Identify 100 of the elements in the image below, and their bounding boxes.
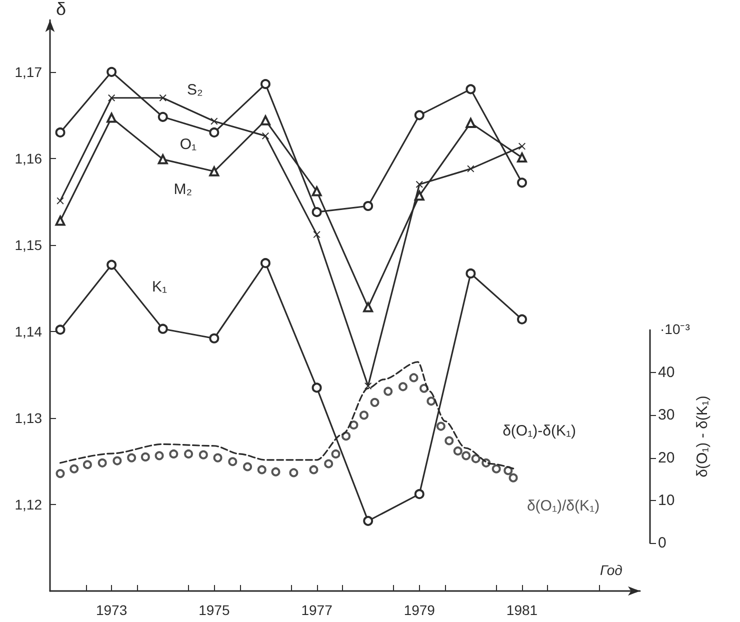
point (98, 458, 107, 468)
series-label: δ(O₁)/δ(K₁) (526, 497, 600, 514)
point (444, 436, 454, 446)
y2-tick-label: 10 (658, 492, 675, 509)
point (414, 489, 424, 500)
point (158, 112, 168, 122)
point (56, 197, 64, 204)
point (108, 94, 116, 102)
point (504, 466, 513, 476)
point (436, 422, 446, 431)
text: ·10⁻³ (660, 321, 690, 337)
point (349, 420, 358, 430)
point (260, 115, 270, 126)
y-tick-label: 1,16 (14, 150, 42, 166)
point (70, 464, 79, 474)
point (260, 258, 270, 268)
point (492, 464, 501, 474)
point (414, 110, 424, 120)
point (210, 118, 218, 125)
point (159, 94, 166, 102)
point (370, 398, 380, 407)
point (471, 454, 480, 464)
series-label: K₁ (152, 278, 168, 296)
point (198, 450, 208, 460)
x-tick-label: 1973 (96, 602, 128, 618)
point (184, 449, 194, 458)
point (106, 260, 117, 270)
point (158, 324, 168, 334)
point (466, 118, 476, 128)
point (363, 516, 374, 526)
point (420, 384, 429, 393)
y-axis-title: δ (56, 0, 66, 19)
x-tick-label: 1979 (404, 602, 436, 618)
point (416, 180, 423, 188)
point (384, 386, 393, 396)
point (517, 178, 527, 188)
y2-tick-label: 30 (658, 406, 675, 424)
y2-tick-label: 40 (658, 364, 675, 382)
series-label: O₁ (180, 136, 197, 153)
x-axis-title: Год (600, 562, 623, 578)
point (55, 127, 66, 138)
point (409, 373, 418, 382)
point (426, 396, 436, 406)
point (312, 186, 322, 196)
point (158, 154, 168, 164)
point (364, 382, 372, 390)
point (257, 465, 266, 474)
point (453, 446, 462, 456)
point (313, 231, 320, 238)
point (209, 166, 220, 176)
point (518, 142, 526, 150)
point (209, 127, 220, 138)
x-tick-label: 1981 (506, 602, 538, 618)
point (414, 190, 424, 201)
point (262, 132, 269, 140)
y-tick-label: 1,12 (14, 496, 42, 512)
point (154, 451, 164, 460)
point (466, 268, 476, 278)
point (331, 449, 340, 458)
point (324, 459, 334, 468)
point (228, 457, 238, 466)
series-label: δ(O₁)-δ(K₁) (502, 422, 576, 440)
point (398, 382, 408, 392)
point (517, 152, 527, 163)
point (508, 473, 518, 482)
point (140, 452, 150, 462)
x-tick-label: 1975 (198, 602, 230, 618)
point (359, 410, 368, 420)
y-tick-label: 1,13 (14, 410, 42, 426)
point (56, 469, 65, 478)
y-tick-label: 1,14 (14, 323, 42, 340)
point (363, 302, 374, 312)
point (209, 333, 220, 344)
point (106, 112, 117, 123)
point (342, 432, 351, 441)
point (82, 460, 92, 470)
point (106, 66, 117, 77)
point (55, 216, 66, 226)
point (271, 467, 280, 476)
point (312, 207, 322, 218)
series-label: S₂ (186, 81, 203, 98)
point (213, 453, 222, 462)
point (112, 456, 122, 466)
point (466, 84, 476, 94)
point (462, 451, 471, 460)
point (243, 462, 252, 472)
x-tick-label: 1977 (301, 602, 333, 618)
y2-tick-label: 0 (658, 534, 666, 552)
point (467, 165, 474, 172)
y2-axis-title: δ(O₁) - δ(K₁) (694, 396, 711, 478)
point (517, 314, 527, 324)
point (260, 79, 270, 90)
y2-tick-label: 20 (658, 449, 675, 466)
point (289, 468, 298, 478)
series-label: M₂ (174, 180, 192, 198)
y-tick-label: 1,15 (14, 236, 42, 253)
point (312, 382, 322, 393)
y-tick-label: 1,17 (14, 64, 42, 80)
point (169, 449, 178, 458)
point (55, 324, 66, 335)
